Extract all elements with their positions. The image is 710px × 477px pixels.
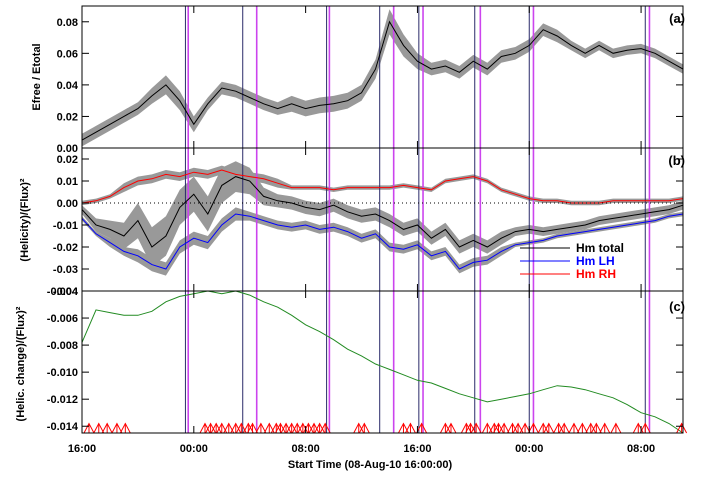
y-tick-label-p3-4: -0.012 xyxy=(47,394,78,406)
y-axis-label-a: Efree / Etotal xyxy=(31,43,43,110)
panel-label-c: (c) xyxy=(669,299,685,314)
x-tick-label-0: 16:00 xyxy=(68,443,96,455)
y-tick-label-p2-2: 0.00 xyxy=(57,198,78,210)
y-tick-label-p3-1: -0.006 xyxy=(47,313,78,325)
series-lines xyxy=(81,20,684,434)
y-tick-label-p2-6: -0.04 xyxy=(53,286,79,298)
legend-label-hm-rh: Hm RH xyxy=(576,267,616,281)
legend: Hm total Hm LH Hm RH xyxy=(520,241,624,281)
x-tick-label-3: 16:00 xyxy=(403,443,431,455)
y-tick-label-p1-1: 0.02 xyxy=(57,111,78,123)
line-panel3-series1 xyxy=(81,290,684,434)
band-panel1-series1 xyxy=(82,9,683,147)
y-axis-label-b: (Helicity)/(Flux)² xyxy=(19,178,31,261)
y-tick-label-p1-4: 0.08 xyxy=(57,17,78,29)
band-panel2-series2 xyxy=(82,207,683,276)
panel-label-b: (b) xyxy=(668,153,685,168)
x-tick-label-1: 00:00 xyxy=(180,443,208,455)
y-tick-label-p3-2: -0.008 xyxy=(47,340,78,352)
event-vertical-lines xyxy=(184,6,651,433)
y-tick-label-p3-5: -0.014 xyxy=(47,421,79,433)
legend-label-hm-total: Hm total xyxy=(576,241,624,255)
y-tick-label-p3-0: -0.004 xyxy=(47,286,79,298)
y-tick-label-p2-0: 0.02 xyxy=(57,154,78,166)
band-panel2-series1 xyxy=(82,161,683,267)
panel-label-a: (a) xyxy=(669,11,685,26)
frame-panel3 xyxy=(81,290,684,434)
band-panel2-series3 xyxy=(82,165,683,206)
y-tick-label-p2-3: -0.01 xyxy=(53,220,78,232)
line-panel2-series2 xyxy=(81,213,684,270)
line-panel1-series1 xyxy=(81,20,684,141)
y-tick-label-p3-3: -0.010 xyxy=(47,367,78,379)
y-tick-label-p1-2: 0.04 xyxy=(57,80,79,92)
y-axis-label-c: (Helic. change)/(Flux)² xyxy=(15,306,27,421)
y-tick-label-p1-3: 0.06 xyxy=(57,48,78,60)
y-tick-label-p2-1: 0.01 xyxy=(57,176,78,188)
y-tick-label-p2-5: -0.03 xyxy=(53,264,78,276)
x-tick-label-2: 08:00 xyxy=(292,443,320,455)
x-axis-label: Start Time (08-Aug-10 16:00:00) xyxy=(288,459,453,471)
y-tick-label-p1-0: 0.00 xyxy=(57,143,78,155)
legend-label-hm-lh: Hm LH xyxy=(576,254,615,268)
line-panel2-series1 xyxy=(81,176,684,248)
axes: 0.000.020.040.060.080.020.010.00-0.01-0.… xyxy=(47,5,684,455)
frame-panel1 xyxy=(81,5,684,149)
y-tick-label-p2-4: -0.02 xyxy=(53,242,78,254)
x-tick-label-5: 08:00 xyxy=(627,443,655,455)
event-markers xyxy=(83,422,688,434)
x-tick-label-4: 00:00 xyxy=(515,443,543,455)
